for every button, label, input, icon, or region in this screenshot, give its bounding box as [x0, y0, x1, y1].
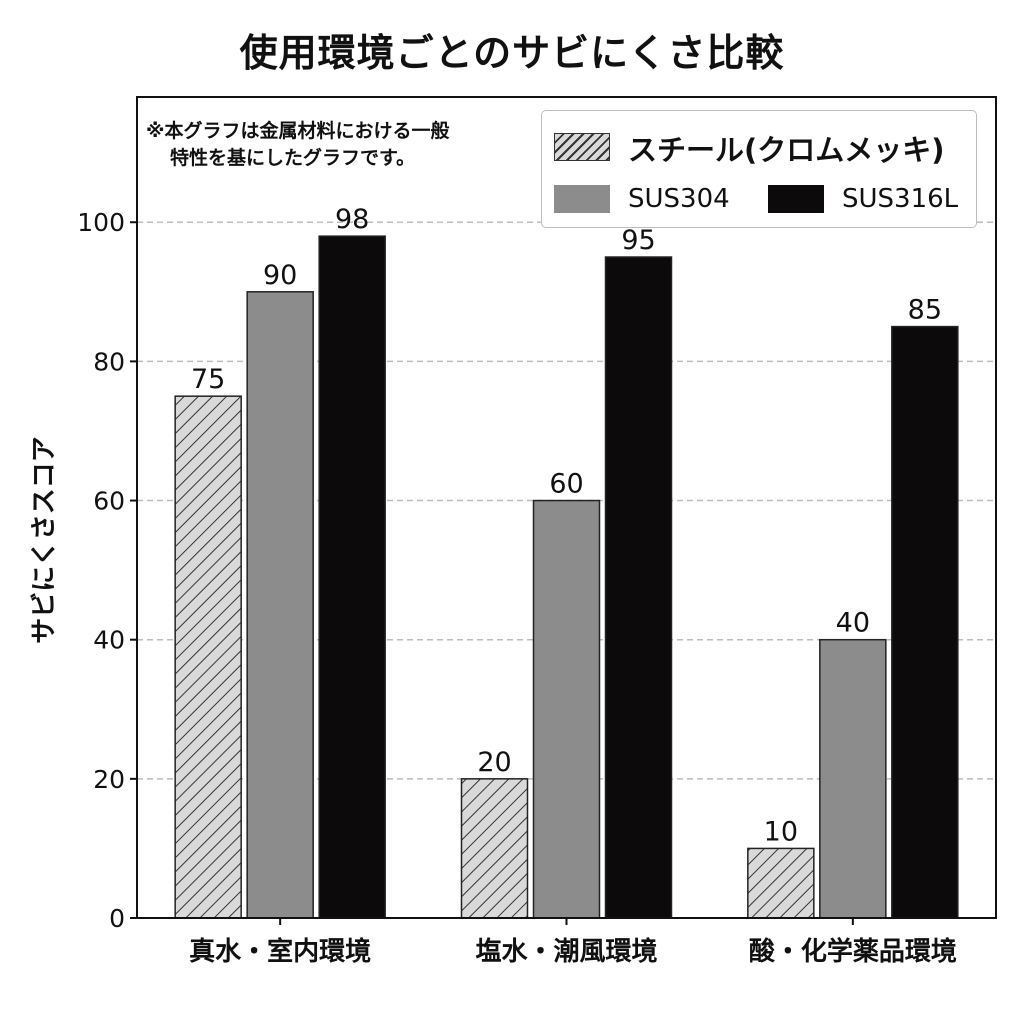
bar-1-2	[460, 778, 529, 919]
bar-1-1	[174, 395, 242, 919]
legend: スチール(クロムメッキ) SUS304 SUS316L	[541, 110, 977, 228]
bar-2-3	[819, 638, 887, 919]
data-labels: 75 90 98 20 60 95 10 40 85	[191, 204, 942, 847]
data-label-1-2: 20	[477, 747, 511, 778]
data-label-3-1: 98	[335, 204, 369, 235]
annotation-note: ※本グラフは金属材料における一般 特性を基にしたグラフです。	[146, 118, 546, 172]
category-label-1: 真水・室内環境	[189, 936, 371, 967]
data-label-2-3: 40	[836, 608, 870, 639]
data-label-1-1: 75	[191, 364, 225, 395]
y-tick-label-40: 40	[93, 626, 125, 655]
data-label-1-3: 10	[764, 816, 798, 847]
legend-swatch-steel	[554, 133, 610, 161]
plot-frame	[136, 96, 997, 919]
y-tick-label-100: 100	[77, 208, 125, 237]
legend-label-sus304: SUS304	[628, 184, 730, 214]
y-tick-label-0: 0	[109, 904, 125, 933]
data-label-2-1: 90	[263, 260, 297, 291]
bar-2-1	[246, 291, 314, 919]
category-label-3: 酸・化学薬品環境	[749, 936, 957, 967]
data-label-3-2: 95	[621, 225, 655, 256]
data-label-3-3: 85	[908, 295, 942, 326]
bar-2-2	[532, 499, 601, 919]
data-label-2-2: 60	[549, 469, 583, 500]
chart-title: 使用環境ごとのサビにくさ比較	[239, 31, 785, 75]
legend-label-sus316l: SUS316L	[842, 184, 959, 214]
y-axis-ticks: 0 20 40 60 80 100	[77, 208, 137, 933]
category-labels: 真水・室内環境 塩水・潮風環境 酸・化学薬品環境	[189, 918, 957, 967]
annotation-line-2: 特性を基にしたグラフです。	[170, 147, 416, 169]
y-tick-label-60: 60	[93, 487, 125, 516]
bar-3-1	[318, 235, 386, 919]
bar-3-3	[891, 325, 959, 919]
annotation-line-1: ※本グラフは金属材料における一般	[146, 120, 450, 142]
legend-swatch-sus316l	[768, 185, 824, 213]
legend-swatch-sus304	[554, 185, 610, 213]
y-tick-label-20: 20	[93, 765, 125, 794]
legend-label-steel: スチール(クロムメッキ)	[628, 133, 945, 167]
bar-3-2	[604, 256, 673, 919]
bars	[174, 235, 959, 919]
y-axis-label: サビにくさスコア	[29, 436, 60, 644]
category-label-2: 塩水・潮風環境	[475, 936, 657, 967]
bar-1-3	[747, 847, 815, 919]
y-tick-label-80: 80	[93, 347, 125, 376]
